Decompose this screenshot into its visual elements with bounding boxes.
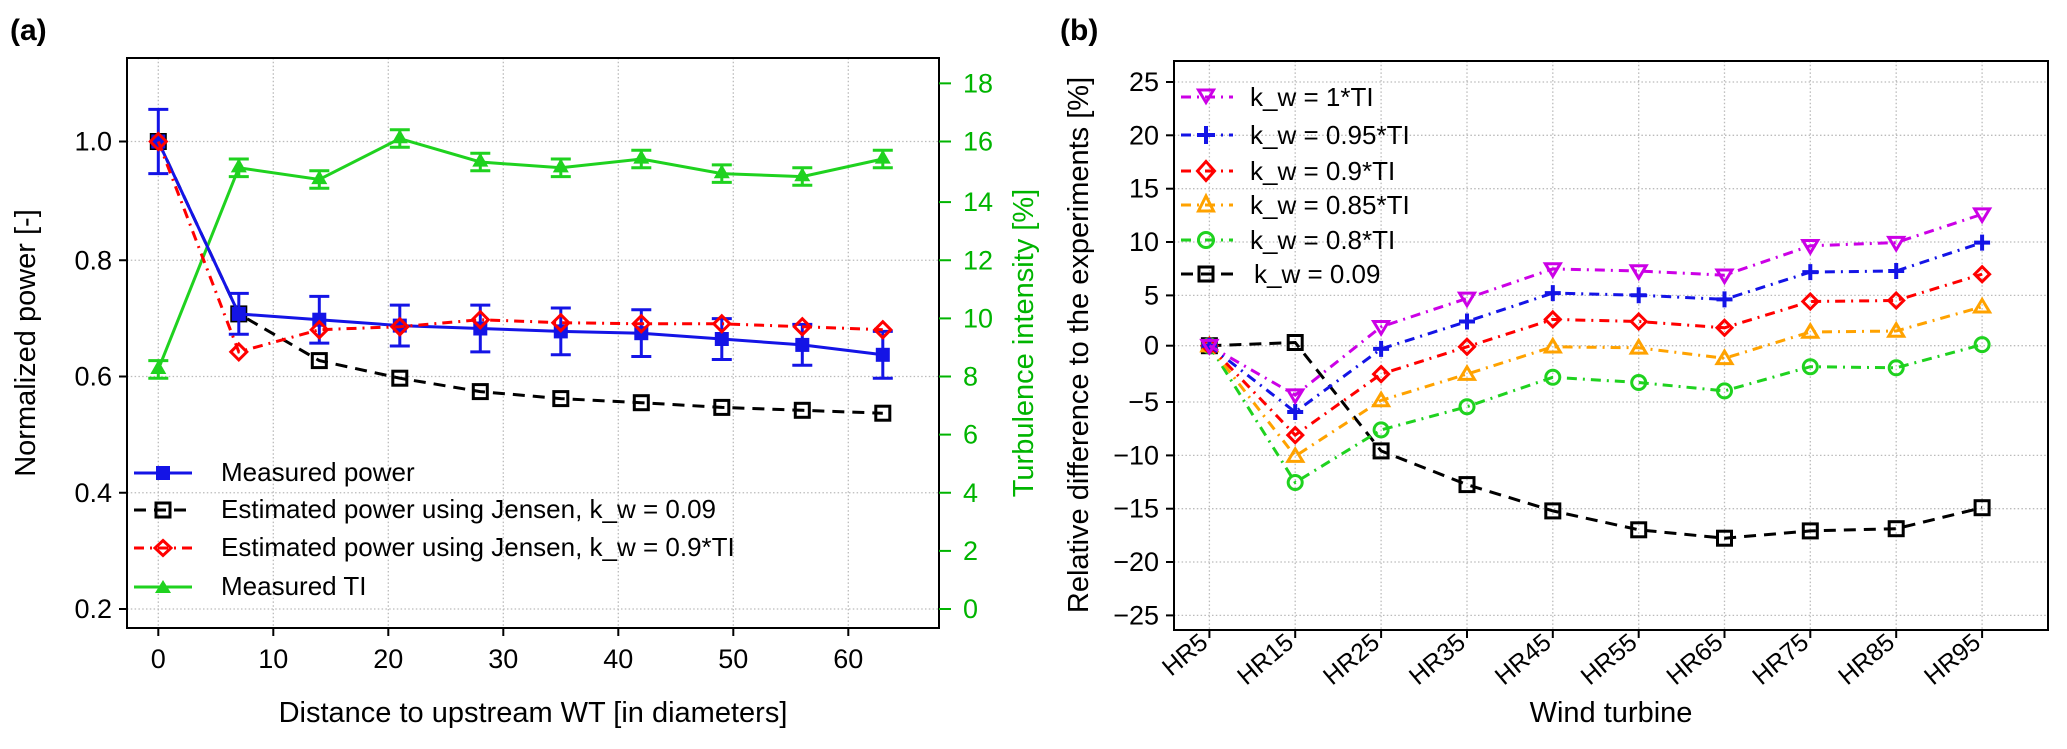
- svg-text:4: 4: [963, 478, 978, 508]
- svg-text:20: 20: [1129, 120, 1159, 150]
- svg-text:Estimated power using Jensen,: Estimated power using Jensen, k_w = 0.09: [221, 494, 716, 524]
- svg-text:−10: −10: [1113, 440, 1159, 470]
- svg-text:Measured power: Measured power: [221, 457, 415, 487]
- svg-text:k_w = 0.9*TI: k_w = 0.9*TI: [1250, 156, 1395, 186]
- svg-text:10: 10: [258, 644, 288, 674]
- svg-text:0.8: 0.8: [74, 245, 112, 275]
- svg-text:8: 8: [963, 362, 978, 392]
- svg-text:Wind turbine: Wind turbine: [1530, 697, 1693, 729]
- svg-text:10: 10: [963, 303, 993, 333]
- svg-text:−25: −25: [1113, 600, 1159, 630]
- svg-text:15: 15: [1129, 174, 1159, 204]
- svg-text:14: 14: [963, 187, 993, 217]
- svg-text:(a): (a): [10, 14, 47, 47]
- svg-text:60: 60: [833, 644, 863, 674]
- svg-text:0: 0: [1144, 331, 1159, 361]
- svg-text:(b): (b): [1060, 14, 1098, 47]
- svg-text:5: 5: [1144, 280, 1159, 310]
- svg-text:25: 25: [1129, 67, 1159, 97]
- svg-text:Measured TI: Measured TI: [221, 571, 366, 601]
- svg-text:k_w = 1*TI: k_w = 1*TI: [1250, 82, 1374, 112]
- svg-text:0: 0: [151, 644, 166, 674]
- svg-text:10: 10: [1129, 227, 1159, 257]
- svg-text:Relative difference to the exp: Relative difference to the experiments […: [1063, 77, 1095, 613]
- svg-text:16: 16: [963, 127, 993, 157]
- svg-text:Turbulence intensity [%]: Turbulence intensity [%]: [1008, 189, 1040, 497]
- svg-text:−5: −5: [1128, 387, 1159, 417]
- svg-text:Estimated power using Jensen,: Estimated power using Jensen, k_w = 0.9*…: [221, 532, 735, 562]
- svg-text:0.4: 0.4: [74, 478, 112, 508]
- svg-text:18: 18: [963, 68, 993, 98]
- svg-text:20: 20: [373, 644, 403, 674]
- svg-text:k_w = 0.09: k_w = 0.09: [1254, 259, 1380, 289]
- svg-text:−15: −15: [1113, 494, 1159, 524]
- svg-text:0: 0: [963, 594, 978, 624]
- svg-text:0.6: 0.6: [74, 362, 112, 392]
- svg-text:k_w = 0.85*TI: k_w = 0.85*TI: [1250, 190, 1410, 220]
- svg-text:12: 12: [963, 245, 993, 275]
- svg-text:40: 40: [603, 644, 633, 674]
- svg-text:k_w = 0.95*TI: k_w = 0.95*TI: [1250, 120, 1410, 150]
- svg-text:0.2: 0.2: [74, 594, 112, 624]
- svg-text:50: 50: [718, 644, 748, 674]
- svg-text:1.0: 1.0: [74, 127, 112, 157]
- svg-text:2: 2: [963, 536, 978, 566]
- svg-text:Distance to upstream WT [in di: Distance to upstream WT [in diameters]: [279, 697, 788, 729]
- svg-text:−20: −20: [1113, 547, 1159, 577]
- svg-text:30: 30: [488, 644, 518, 674]
- svg-text:Normalized power [-]: Normalized power [-]: [10, 209, 42, 477]
- svg-text:6: 6: [963, 420, 978, 450]
- svg-text:k_w = 0.8*TI: k_w = 0.8*TI: [1250, 225, 1395, 255]
